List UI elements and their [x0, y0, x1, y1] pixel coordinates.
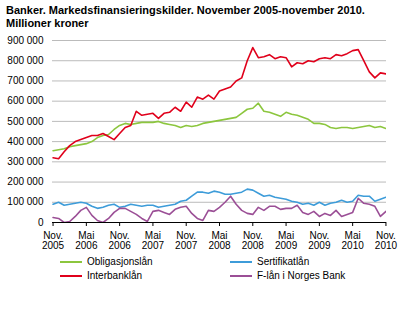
html-text:Sertifikatlån: Sertifikatlån: [257, 256, 310, 267]
svg-text:Mai2007: Mai2007: [142, 230, 165, 251]
svg-text:Nov.2005: Nov.2005: [42, 230, 65, 251]
svg-text:Nov.2010: Nov.2010: [375, 230, 398, 251]
svg-text:Nov.2007: Nov.2007: [175, 230, 198, 251]
svg-text:0: 0: [38, 217, 44, 228]
html-text:Banker. Markedsfinansieringski: Banker. Markedsfinansieringskilder. Nove…: [6, 4, 365, 16]
svg-text:Nov.2006: Nov.2006: [109, 230, 132, 251]
html-text:F-lån i Norges Bank: F-lån i Norges Bank: [257, 270, 346, 281]
html-text:Millioner kroner: Millioner kroner: [6, 17, 89, 29]
svg-text:200 000: 200 000: [7, 176, 44, 187]
html-text:Obligasjonslån: Obligasjonslån: [87, 256, 153, 267]
svg-text:Mai2006: Mai2006: [75, 230, 98, 251]
svg-text:800 000: 800 000: [7, 55, 44, 66]
svg-text:Mai2009: Mai2009: [275, 230, 298, 251]
svg-text:500 000: 500 000: [7, 116, 44, 127]
svg-text:400 000: 400 000: [7, 136, 44, 147]
svg-text:Mai2010: Mai2010: [342, 230, 365, 251]
svg-text:900 000: 900 000: [7, 35, 44, 46]
svg-text:600 000: 600 000: [7, 95, 44, 106]
svg-text:Nov.2009: Nov.2009: [308, 230, 331, 251]
svg-text:Nov.2008: Nov.2008: [242, 230, 265, 251]
svg-text:Mai2008: Mai2008: [208, 230, 231, 251]
html-text:Interbanklån: Interbanklån: [87, 270, 142, 281]
svg-text:300 000: 300 000: [7, 156, 44, 167]
svg-text:700 000: 700 000: [7, 75, 44, 86]
svg-text:100 000: 100 000: [7, 196, 44, 207]
